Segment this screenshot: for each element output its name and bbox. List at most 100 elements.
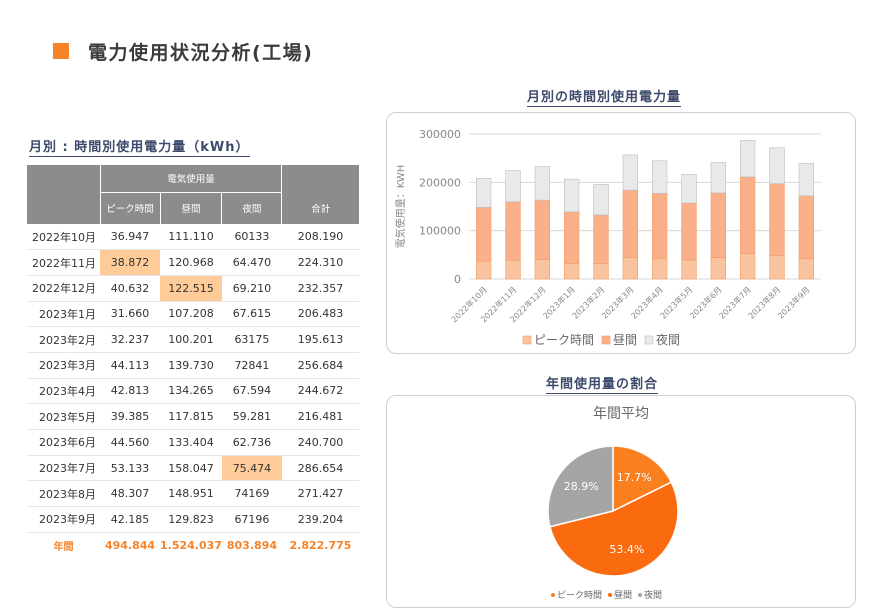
- total-cell-peak: 494.844: [100, 532, 160, 558]
- row-label: 2022年11月: [27, 249, 100, 276]
- row-label: 2023年8月: [27, 480, 100, 508]
- table-row: 2023年8月 48.307 148.951 74169 271.427: [27, 480, 359, 508]
- bar-segment: [622, 189, 638, 258]
- cell-day: 129.823: [160, 506, 222, 533]
- bar-segment: [652, 193, 668, 259]
- bar-segment: [564, 178, 580, 213]
- legend-label: ピーク時間: [534, 333, 594, 347]
- bar-segment: [652, 258, 668, 280]
- bar-segment: [534, 199, 550, 260]
- cell-day: 134.265: [160, 378, 222, 405]
- cell-night: 62.736: [221, 429, 282, 456]
- cell-total: 232.357: [281, 275, 359, 302]
- legend-swatch: [644, 335, 654, 345]
- total-row-label: 年間: [27, 532, 100, 558]
- cell-total: 216.481: [281, 403, 359, 430]
- bar-segment: [564, 263, 580, 280]
- bar-segment: [681, 202, 697, 261]
- legend-marker: [551, 593, 555, 597]
- bar-segment: [476, 207, 492, 262]
- pie-legend-label: ピーク時間: [557, 590, 602, 601]
- bar-segment: [476, 178, 492, 208]
- col-header-night: 夜間: [221, 192, 283, 225]
- cell-night: 60133: [221, 224, 282, 251]
- pie-slice: [549, 481, 679, 577]
- pie-legend-label: 昼間: [614, 590, 632, 601]
- cell-day: 100.201: [160, 326, 222, 353]
- bar-segment: [593, 214, 609, 264]
- cell-night: 67196: [221, 506, 282, 533]
- pie-legend-label: 夜間: [644, 589, 662, 601]
- table-row: 2023年5月 39.385 117.815 59.281 216.481: [27, 403, 359, 430]
- y-tick-label: 300000: [419, 128, 461, 141]
- pie-chart-panel: 年間平均 17.7% 53.4% 28.9% ピーク時間 昼間 夜間: [386, 395, 856, 608]
- cell-day: 148.951: [160, 480, 222, 508]
- table-row: 2022年11月 38.872 120.968 64.470 224.310: [27, 249, 359, 276]
- y-axis-label: 電気使用量：KWH: [394, 165, 407, 249]
- legend-marker: [608, 593, 612, 597]
- cell-day: 120.968: [160, 249, 222, 276]
- row-label: 2022年10月: [27, 224, 100, 251]
- table-row: 2023年7月 53.133 158.047 75.474 286.654: [27, 455, 359, 482]
- row-label: 2022年12月: [27, 275, 100, 302]
- cell-night: 67.615: [221, 301, 282, 328]
- y-tick-label: 200000: [419, 176, 461, 189]
- pie-slice: [612, 445, 673, 513]
- pie-title: 年間平均: [593, 406, 649, 422]
- cell-night: 69.210: [221, 275, 282, 302]
- cell-peak: 42.813: [100, 378, 160, 405]
- bar-segment: [534, 166, 550, 201]
- stacked-bar-chart: 0100000200000300000電気使用量：KWH2022年10月2022…: [394, 128, 821, 347]
- cell-total: 239.204: [281, 506, 359, 533]
- table-row: 2023年1月 31.660 107.208 67.615 206.483: [27, 301, 359, 328]
- cell-day: 122.515: [160, 275, 222, 302]
- pie-chart-section-title: 年間使用量の割合: [546, 373, 659, 394]
- table-row: 2023年9月 42.185 129.823 67196 239.204: [27, 506, 359, 533]
- cell-day: 107.208: [160, 301, 222, 328]
- pie-slice: [547, 445, 614, 528]
- table-row: 2022年12月 40.632 122.515 69.210 232.357: [27, 275, 359, 302]
- cell-total: 208.190: [281, 224, 359, 251]
- cell-night: 74169: [221, 480, 282, 508]
- y-tick-label: 0: [454, 273, 461, 286]
- table-total-row: 年間 494.844 1.524.037 803.894 2.822.775: [27, 532, 359, 558]
- bar-chart-panel: 0 100000 200000 300000 電気使用量：KWH 2022年10月 2022…: [386, 112, 856, 354]
- col-header-day: 昼間: [160, 192, 223, 225]
- cell-total: 224.310: [281, 249, 359, 276]
- cell-peak: 48.307: [100, 480, 160, 508]
- y-tick-label: 100000: [419, 225, 461, 238]
- col-header-total: 合計: [281, 192, 359, 225]
- bar-segment: [769, 255, 785, 280]
- cell-total: 256.684: [281, 352, 359, 379]
- total-cell-total: 2.822.775: [281, 532, 359, 558]
- bar-segment: [710, 162, 726, 194]
- cell-peak: 44.560: [100, 429, 160, 456]
- bar-segment: [476, 260, 492, 280]
- cell-total: 195.613: [281, 326, 359, 353]
- legend-swatch: [601, 335, 611, 345]
- cell-total: 244.672: [281, 378, 359, 405]
- row-label: 2023年2月: [27, 326, 100, 353]
- total-cell-night: 803.894: [221, 532, 282, 558]
- bar-segment: [798, 258, 814, 280]
- cell-total: 206.483: [281, 301, 359, 328]
- bar-segment: [534, 259, 550, 280]
- bar-segment: [505, 201, 521, 261]
- pie-chart: 年間平均 17.7% 53.4% 28.9% ピーク時間 昼間 夜間: [547, 406, 679, 601]
- cell-peak: 40.632: [100, 275, 160, 302]
- cell-peak: 39.385: [100, 403, 160, 430]
- bar-segment: [740, 176, 756, 254]
- bar-segment: [681, 174, 697, 204]
- table-header-empty: [281, 165, 359, 192]
- bar-chart-section-title: 月別の時間別使用電力量: [527, 86, 682, 107]
- x-tick-label: 2023年9月: [775, 284, 811, 320]
- cell-day: 133.404: [160, 429, 222, 456]
- cell-peak: 32.237: [100, 326, 160, 353]
- row-label: 2023年9月: [27, 506, 100, 533]
- bar-segment: [593, 184, 609, 216]
- row-label: 2023年3月: [27, 352, 100, 379]
- pie-value-label: 17.7%: [617, 471, 652, 484]
- bar-segment: [740, 253, 756, 280]
- pie-value-label: 28.9%: [564, 480, 599, 493]
- cell-day: 139.730: [160, 352, 222, 379]
